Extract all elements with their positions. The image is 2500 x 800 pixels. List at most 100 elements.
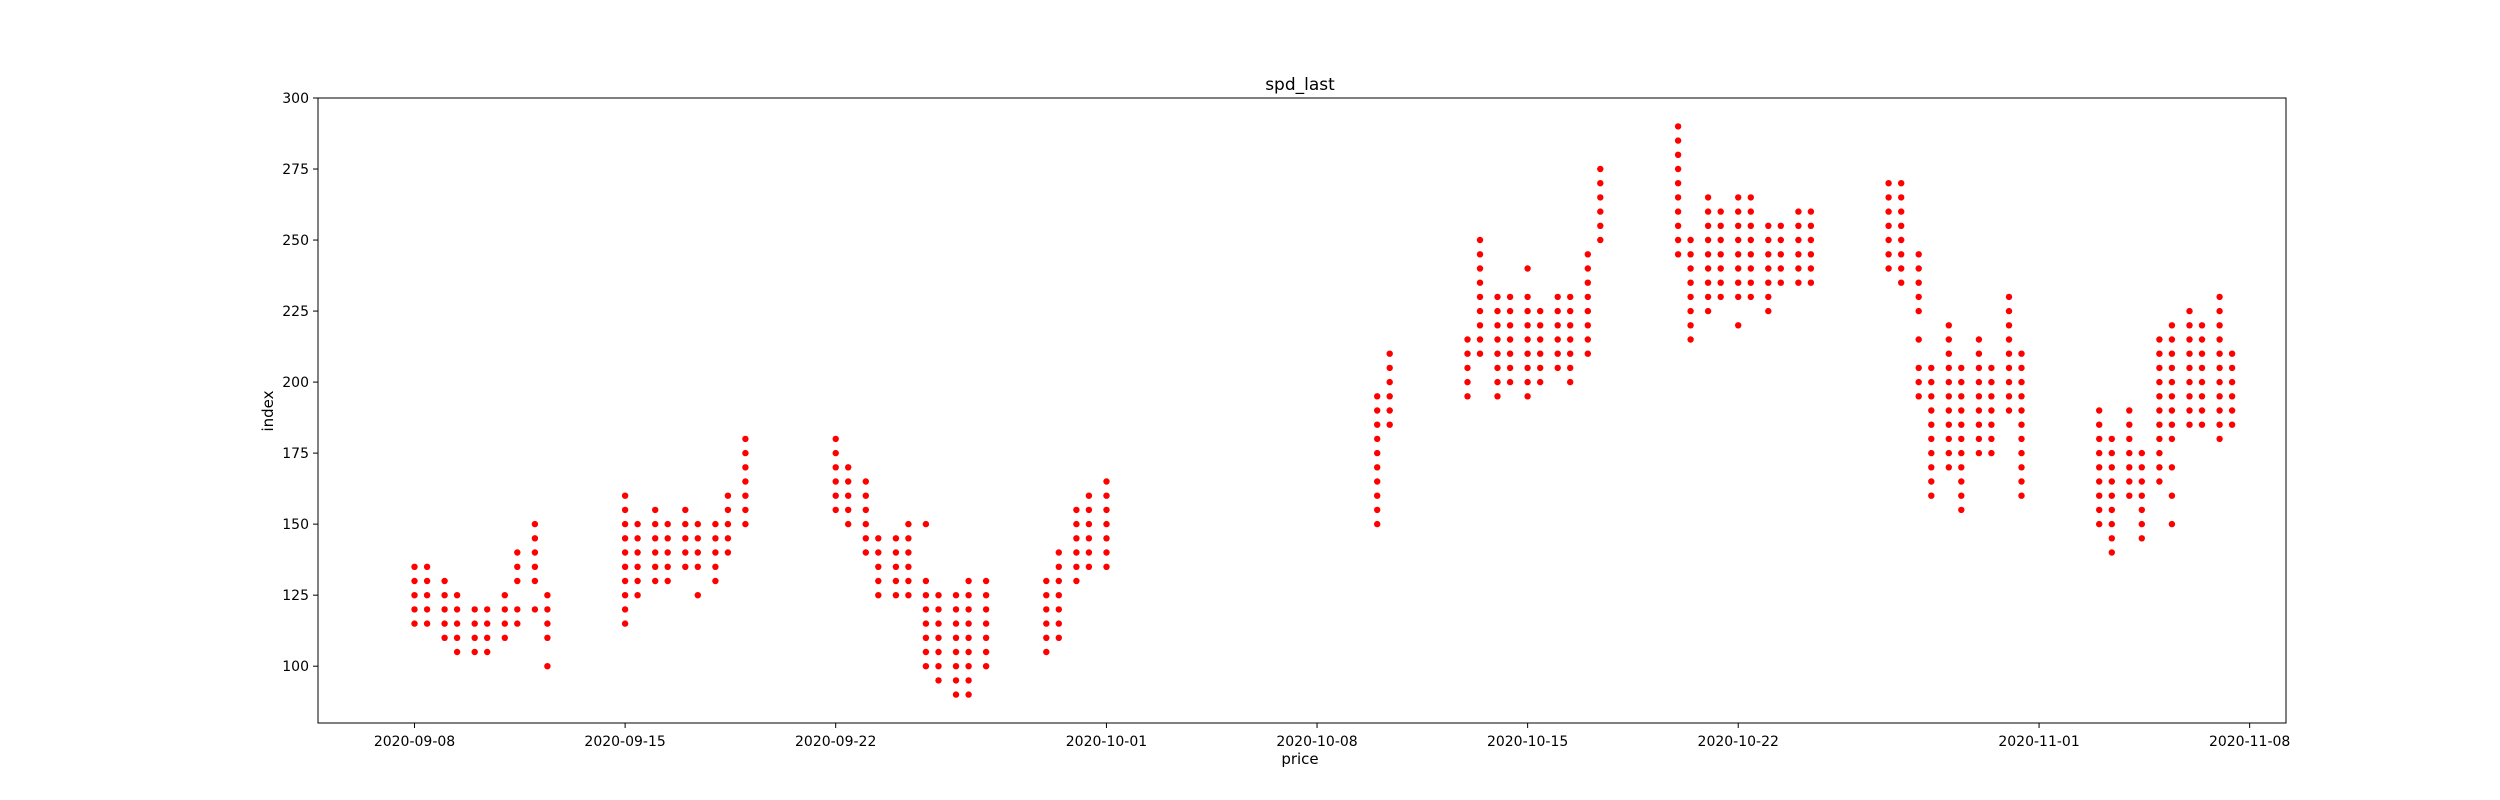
scatter-point — [1885, 194, 1892, 201]
scatter-point — [694, 520, 701, 528]
scatter-point — [1988, 407, 1995, 414]
scatter-point — [862, 478, 869, 485]
scatter-point — [2096, 407, 2103, 414]
scatter-point — [1476, 293, 1484, 301]
scatter-point — [1945, 464, 1953, 471]
scatter-point — [905, 592, 912, 599]
scatter-point — [1747, 293, 1755, 301]
scatter-point — [2126, 407, 2133, 414]
y-tick-label: 275 — [282, 162, 309, 178]
scatter-point — [1085, 549, 1093, 556]
scatter-point — [2018, 393, 2025, 400]
scatter-point — [2018, 449, 2025, 457]
scatter-point — [544, 634, 551, 641]
scatter-point — [1765, 222, 1772, 229]
scatter-point — [1494, 350, 1501, 357]
x-tick-label: 2020-10-01 — [1066, 734, 1147, 750]
scatter-point — [1765, 265, 1772, 272]
scatter-point — [922, 520, 930, 528]
scatter-point — [875, 577, 882, 585]
y-tick-label: 100 — [282, 659, 309, 675]
scatter-point — [1735, 208, 1742, 215]
scatter-point — [2198, 336, 2206, 343]
scatter-point — [965, 691, 972, 698]
scatter-point — [2156, 336, 2163, 343]
scatter-point — [621, 592, 629, 599]
scatter-point — [2138, 464, 2145, 471]
scatter-point — [2096, 506, 2103, 514]
scatter-point — [2168, 421, 2176, 428]
scatter-point — [2168, 350, 2176, 357]
plot-frame — [317, 97, 2287, 724]
scatter-point — [1476, 279, 1484, 286]
scatter-point — [1464, 378, 1471, 386]
scatter-point — [634, 563, 641, 570]
scatter-point — [1958, 464, 1965, 471]
scatter-point — [531, 549, 539, 556]
scatter-point — [1704, 279, 1712, 286]
scatter-point — [453, 648, 461, 656]
scatter-point — [1928, 449, 1935, 457]
scatter-point — [1055, 592, 1063, 599]
scatter-point — [982, 663, 990, 670]
scatter-point — [862, 535, 869, 542]
scatter-point — [1043, 606, 1050, 613]
scatter-point — [2168, 520, 2176, 528]
scatter-point — [411, 620, 418, 627]
scatter-point — [1085, 563, 1093, 570]
scatter-point — [1043, 648, 1050, 656]
scatter-point — [2138, 449, 2145, 457]
scatter-point — [1975, 407, 1983, 414]
scatter-point — [2168, 322, 2176, 329]
scatter-point — [1073, 577, 1080, 585]
scatter-point — [1717, 222, 1724, 229]
scatter-point — [1374, 393, 1381, 400]
scatter-point — [1795, 222, 1802, 229]
scatter-point — [1988, 378, 1995, 386]
scatter-point — [965, 606, 972, 613]
scatter-point — [2108, 506, 2115, 514]
scatter-point — [652, 535, 659, 542]
scatter-point — [1687, 336, 1694, 343]
scatter-point — [1928, 364, 1935, 372]
scatter-point — [1567, 293, 1574, 301]
scatter-point — [1554, 364, 1561, 372]
scatter-point — [1717, 251, 1724, 258]
scatter-point — [935, 648, 942, 656]
scatter-point — [1747, 208, 1755, 215]
scatter-point — [1958, 393, 1965, 400]
scatter-point — [1765, 251, 1772, 258]
scatter-point — [2168, 464, 2176, 471]
scatter-point — [1747, 279, 1755, 286]
scatter-point — [1958, 378, 1965, 386]
x-axis-ticks: 2020-09-08 2020-09-15 2020-09-22 2020-10-01… — [374, 723, 2290, 750]
scatter-point — [2018, 350, 2025, 357]
scatter-point — [1777, 222, 1785, 229]
scatter-point — [905, 549, 912, 556]
scatter-point — [514, 577, 521, 585]
scatter-point — [2156, 407, 2163, 414]
scatter-point — [742, 464, 749, 471]
scatter-point — [935, 634, 942, 641]
scatter-point — [2096, 520, 2103, 528]
scatter-point — [634, 549, 641, 556]
scatter-point — [1687, 265, 1694, 272]
scatter-point — [1945, 322, 1953, 329]
scatter-point — [2005, 378, 2013, 386]
scatter-point — [1885, 208, 1892, 215]
scatter-point — [1386, 407, 1393, 414]
scatter-point — [2216, 393, 2223, 400]
scatter-point — [952, 620, 960, 627]
scatter-point — [1915, 393, 1922, 400]
scatter-point — [1687, 236, 1694, 244]
scatter-point — [621, 520, 629, 528]
scatter-point — [1885, 236, 1892, 244]
scatter-point — [1043, 620, 1050, 627]
scatter-point — [1374, 407, 1381, 414]
scatter-point — [1073, 520, 1080, 528]
scatter-point — [712, 535, 719, 542]
scatter-point — [965, 663, 972, 670]
scatter-point — [682, 549, 689, 556]
scatter-point — [1476, 350, 1484, 357]
scatter-point — [544, 620, 551, 627]
